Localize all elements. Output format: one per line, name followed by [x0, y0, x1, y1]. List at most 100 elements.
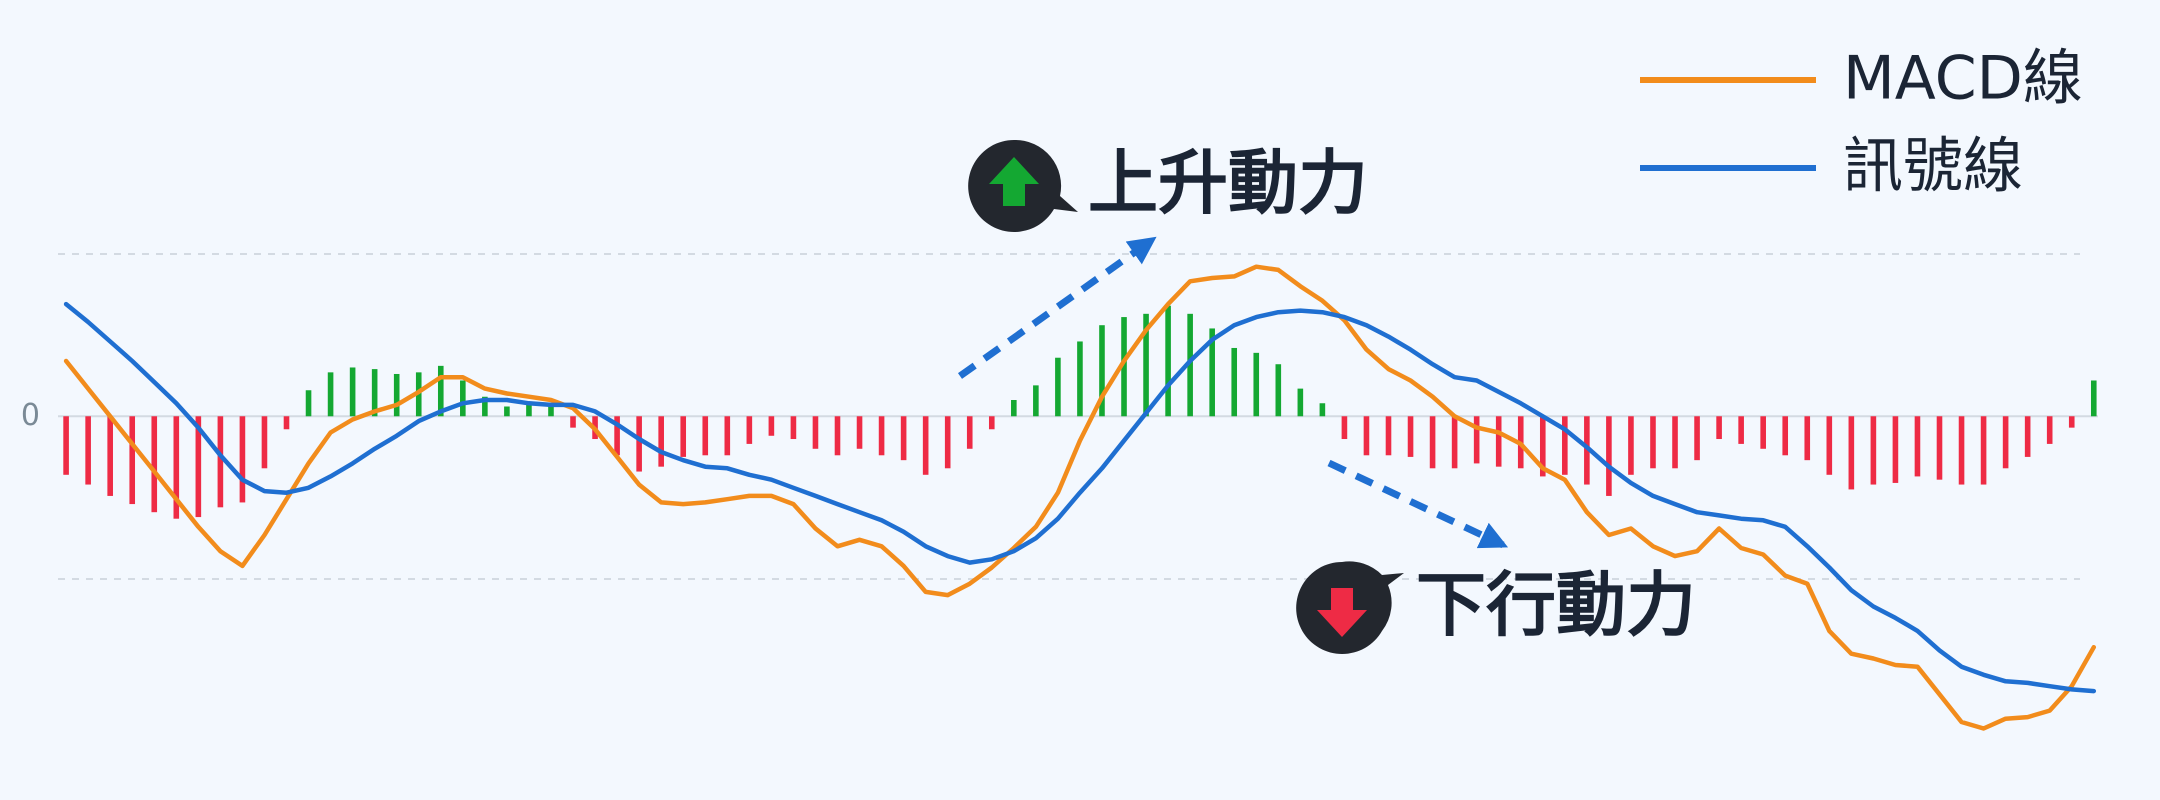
- down-icon: [1296, 561, 1404, 654]
- histogram-bar: [526, 403, 532, 417]
- histogram-bar: [878, 416, 885, 456]
- histogram-bar: [944, 416, 951, 469]
- histogram-bar: [1892, 416, 1899, 483]
- series-line: [63, 264, 2097, 731]
- histogram-bar: [1716, 416, 1722, 440]
- histogram-bar: [922, 416, 929, 475]
- histogram-bar: [1738, 416, 1744, 444]
- histogram-bar: [702, 416, 709, 456]
- histogram-bar: [1187, 313, 1193, 417]
- plot: [58, 264, 2098, 731]
- histogram-bar: [548, 404, 554, 417]
- histogram-bar: [1099, 325, 1105, 417]
- histogram-bar: [988, 416, 995, 430]
- histogram-bar: [768, 416, 775, 436]
- histogram-bar: [327, 372, 334, 417]
- histogram-bar: [63, 416, 69, 475]
- histogram-bar: [1606, 416, 1612, 496]
- histogram-bar: [1209, 328, 1215, 417]
- histogram-bar: [482, 396, 488, 417]
- histogram-bar: [1231, 347, 1238, 417]
- histogram-bar: [1495, 416, 1502, 467]
- histogram-bar: [1914, 416, 1921, 477]
- histogram-bar: [283, 416, 290, 430]
- histogram-bar: [349, 367, 356, 417]
- histogram-bar: [371, 369, 378, 417]
- histogram-bar: [1980, 416, 1987, 485]
- histogram-bar: [1319, 403, 1326, 417]
- histogram-bar: [1628, 416, 1634, 475]
- histogram-bar: [966, 416, 973, 449]
- histogram-bar: [2046, 416, 2053, 444]
- histogram-bar: [107, 416, 113, 496]
- annotation: 上升動力: [1088, 142, 1368, 224]
- histogram-bar: [2090, 380, 2097, 417]
- histogram-bar: [1033, 385, 1039, 417]
- histogram-bar: [834, 416, 841, 456]
- histogram-bar: [460, 380, 466, 417]
- histogram-bar: [1363, 416, 1370, 456]
- histogram-bar: [746, 416, 753, 444]
- histogram-bar: [1584, 416, 1590, 485]
- histogram-bar: [636, 416, 642, 472]
- histogram-bar: [1694, 416, 1700, 461]
- histogram-bar: [1650, 416, 1656, 469]
- histogram-bar: [1936, 416, 1943, 480]
- histogram-bar: [1121, 317, 1127, 417]
- histogram-bar: [1562, 416, 1568, 475]
- histogram-bar: [1407, 416, 1414, 457]
- histogram-bar: [1804, 416, 1811, 461]
- histogram-bar: [1870, 416, 1877, 485]
- histogram-bar: [217, 416, 224, 508]
- histogram-bar: [1011, 400, 1017, 417]
- histogram-bar: [1848, 416, 1855, 490]
- histogram-bar: [1826, 416, 1833, 475]
- histogram-bar: [393, 373, 400, 417]
- histogram-bar: [2024, 416, 2031, 457]
- histogram-bar: [173, 416, 180, 519]
- histogram-bar: [1055, 357, 1061, 417]
- histogram-bar: [151, 416, 158, 513]
- legend-label: 訊號線: [1843, 132, 2023, 202]
- histogram-bar: [1385, 416, 1392, 456]
- histogram-bar: [261, 416, 268, 469]
- histogram-bar: [1275, 364, 1282, 417]
- histogram-bar: [1672, 416, 1678, 469]
- histogram-bar: [239, 416, 246, 503]
- histogram-bar: [856, 416, 863, 449]
- histogram-bar: [1958, 416, 1965, 485]
- histogram-bar: [680, 416, 687, 457]
- histogram-bar: [812, 416, 819, 449]
- histogram-bar: [614, 416, 620, 456]
- series-line: [63, 301, 2097, 694]
- histogram-bar: [790, 416, 797, 440]
- histogram-bar: [724, 416, 731, 456]
- histogram-bar: [195, 416, 202, 518]
- histogram-bar: [1341, 416, 1348, 440]
- histogram-bar: [1143, 313, 1149, 417]
- up-arrow: [957, 236, 1157, 379]
- histogram-bar: [1782, 416, 1789, 456]
- histogram-bar: [1539, 416, 1546, 477]
- histogram-bar: [1429, 416, 1436, 469]
- histogram-bar: [504, 406, 510, 417]
- histogram-bar: [900, 416, 907, 461]
- histogram-bar: [570, 416, 576, 428]
- histogram-bar: [658, 416, 664, 467]
- histogram-bar: [437, 365, 444, 417]
- y-tick-label: 0: [21, 398, 40, 433]
- histogram-bar: [1253, 352, 1260, 417]
- histogram-bar: [1473, 416, 1480, 464]
- histogram-bar: [1451, 416, 1458, 469]
- down-arrow: [1327, 459, 1509, 549]
- legend-label: MACD線: [1843, 44, 2083, 114]
- histogram-bar: [85, 416, 91, 485]
- up-icon: [968, 139, 1078, 232]
- annotation: 下行動力: [1416, 564, 1696, 646]
- histogram-bar: [2068, 416, 2075, 428]
- histogram-bar: [305, 390, 312, 417]
- histogram-bar: [1760, 416, 1766, 449]
- histogram-bar: [1165, 305, 1171, 417]
